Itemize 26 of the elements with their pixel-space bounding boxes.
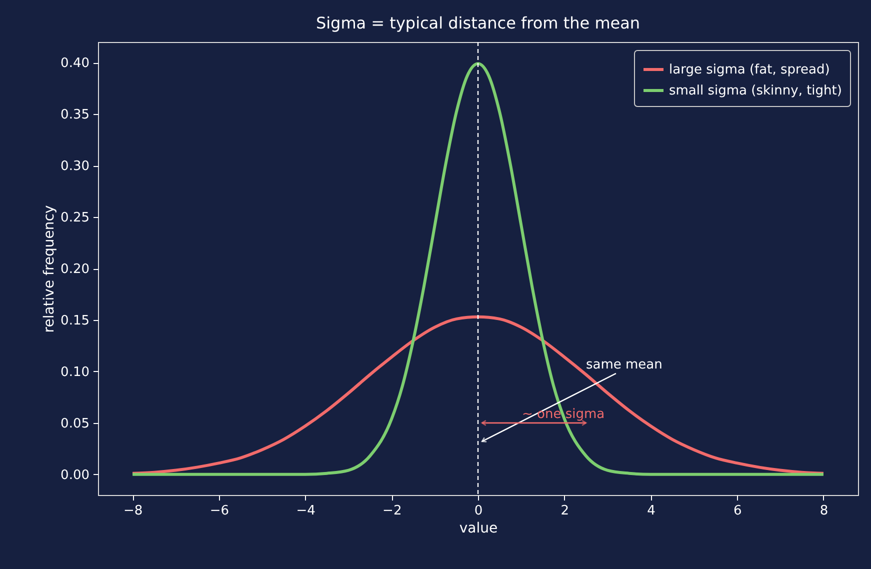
- y-tick-label: 0.15: [60, 313, 90, 328]
- x-tick-label: −4: [296, 504, 316, 518]
- y-tick-label: 0.30: [60, 159, 90, 174]
- y-tick-label: 0.00: [60, 468, 90, 483]
- legend-label: large sigma (fat, spread): [669, 62, 830, 78]
- x-tick-label: 4: [647, 504, 656, 518]
- x-tick-label: 0: [474, 504, 483, 518]
- legend-label: small sigma (skinny, tight): [669, 84, 842, 98]
- annotation: same mean: [586, 357, 662, 372]
- chart-title: Sigma = typical distance from the mean: [316, 13, 640, 32]
- line-series: [131, 315, 825, 475]
- y-axis-title: relative frequency: [42, 205, 58, 333]
- y-tick-label: 0.40: [60, 56, 90, 72]
- y-tick-label: 0.35: [60, 108, 90, 123]
- x-tick-label: 2: [560, 504, 570, 518]
- x-axis-title: value: [459, 520, 498, 536]
- x-tick-label: 8: [820, 504, 828, 518]
- x-tick-label: 6: [733, 504, 742, 518]
- x-tick-label: −2: [382, 504, 402, 518]
- x-tick-label: −8: [123, 504, 143, 518]
- y-tick-label: 0.05: [60, 416, 90, 432]
- y-tick-label: 0.10: [60, 364, 90, 380]
- y-tick-label: 0.25: [60, 210, 90, 226]
- x-tick-label: −6: [210, 504, 229, 518]
- annotation: ~ one sigma: [522, 406, 605, 422]
- y-tick-label: 0.20: [60, 262, 90, 277]
